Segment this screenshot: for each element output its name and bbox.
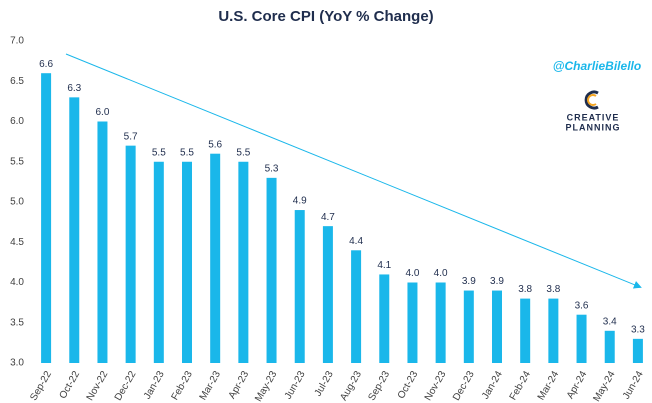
- value-label: 3.3: [631, 324, 645, 335]
- bar: [97, 121, 108, 363]
- bar: [182, 161, 192, 363]
- y-tick-label: 4.0: [10, 277, 24, 288]
- bar: [435, 282, 446, 363]
- x-tick-label: Feb-23: [170, 369, 196, 402]
- annotation: CREATIVE: [567, 112, 620, 122]
- bar: [210, 153, 221, 363]
- y-tick-label: 4.5: [10, 237, 24, 248]
- x-tick-label: Feb-24: [508, 369, 534, 402]
- value-label: 5.6: [208, 139, 222, 150]
- value-label: 3.8: [546, 284, 560, 295]
- value-label: 3.6: [575, 300, 589, 311]
- value-label: 4.0: [434, 268, 448, 279]
- x-tick-label: Jun-23: [283, 369, 308, 401]
- value-label: 6.0: [96, 107, 110, 118]
- x-tick-label: Sep-22: [28, 369, 54, 403]
- bar: [322, 226, 333, 363]
- x-tick-label: Jan-23: [142, 369, 167, 401]
- bar: [407, 282, 418, 363]
- bar: [492, 290, 502, 363]
- value-label: 4.0: [406, 268, 420, 279]
- value-label: 3.8: [518, 284, 532, 295]
- value-label: 3.9: [490, 276, 504, 287]
- bar: [41, 73, 52, 363]
- bar: [238, 161, 249, 363]
- value-label: 3.9: [462, 276, 476, 287]
- x-tick-label: Apr-23: [227, 369, 252, 401]
- x-tick-label: May-24: [591, 369, 617, 403]
- x-tick-label: Jun-24: [621, 369, 646, 401]
- x-tick-label: May-23: [253, 369, 279, 403]
- value-label: 5.7: [124, 131, 138, 142]
- bar: [632, 338, 643, 363]
- x-tick-label: Sep-23: [367, 369, 393, 403]
- x-tick-label: Mar-24: [536, 369, 562, 402]
- value-label: 5.5: [236, 147, 250, 158]
- x-tick-label: Aug-23: [338, 369, 364, 403]
- y-tick-label: 5.5: [10, 156, 24, 167]
- bar: [125, 145, 136, 363]
- annotation: @CharlieBilello: [553, 59, 641, 73]
- value-label: 5.3: [265, 163, 279, 174]
- bar: [379, 274, 390, 363]
- value-label: 4.1: [377, 260, 391, 271]
- y-tick-label: 3.0: [10, 358, 24, 369]
- bar: [604, 330, 615, 363]
- x-tick-label: Dec-23: [451, 369, 477, 403]
- bar: [351, 250, 362, 363]
- x-tick-label: Nov-22: [85, 369, 111, 403]
- bar: [69, 97, 80, 363]
- x-tick-label: Nov-23: [423, 369, 449, 403]
- bar: [266, 177, 277, 363]
- x-tick-label: Jul-23: [313, 369, 336, 398]
- value-label: 4.7: [321, 212, 335, 223]
- value-label: 5.5: [180, 147, 194, 158]
- value-label: 5.5: [152, 147, 166, 158]
- bar: [548, 298, 559, 363]
- x-tick-label: Oct-22: [58, 369, 83, 401]
- bar: [520, 298, 531, 363]
- value-label: 6.3: [67, 83, 81, 94]
- value-label: 6.6: [39, 59, 53, 70]
- value-label: 4.9: [293, 196, 307, 207]
- x-tick-label: Apr-24: [565, 369, 590, 401]
- value-label: 3.4: [603, 316, 617, 327]
- trend-arrow: [65, 53, 642, 289]
- value-label: 4.4: [349, 236, 363, 247]
- y-tick-label: 5.0: [10, 197, 24, 208]
- y-tick-label: 6.5: [10, 76, 24, 87]
- annotation: PLANNING: [566, 122, 621, 132]
- y-tick-label: 3.5: [10, 317, 24, 328]
- y-tick-label: 6.0: [10, 116, 24, 127]
- x-tick-label: Dec-22: [113, 369, 139, 403]
- bar: [153, 161, 164, 363]
- x-tick-label: Mar-23: [198, 369, 224, 402]
- y-tick-label: 7.0: [10, 36, 24, 47]
- bar: [294, 210, 305, 363]
- logo-icon: [584, 90, 599, 110]
- chart-title: U.S. Core CPI (YoY % Change): [218, 8, 433, 25]
- x-tick-label: Jan-24: [480, 369, 505, 401]
- bar: [576, 314, 587, 363]
- bar: [463, 290, 474, 363]
- x-tick-label: Oct-23: [396, 369, 421, 401]
